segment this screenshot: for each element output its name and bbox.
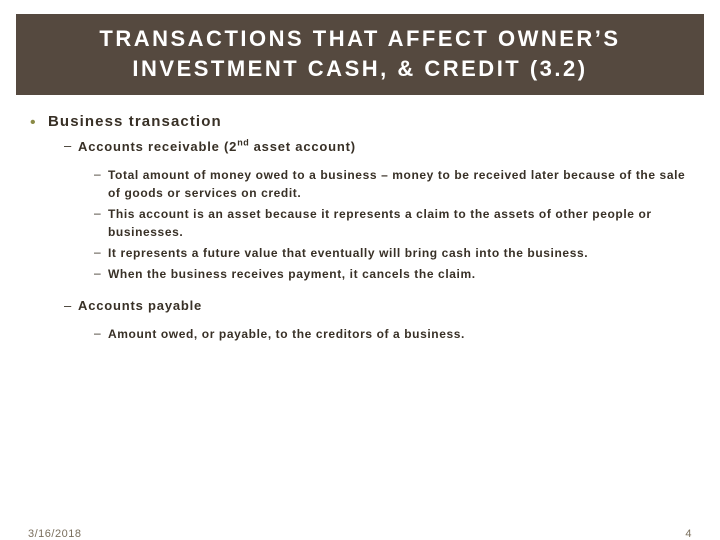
lvl3-text: Total amount of money owed to a business… (108, 168, 685, 200)
lvl2-label-accounts-receivable: Accounts receivable (2nd asset account) (78, 139, 356, 154)
lvl3-group-payable: Amount owed, or payable, to the creditor… (48, 325, 690, 343)
lvl3-text: When the business receives payment, it c… (108, 267, 476, 281)
footer-page-number: 4 (685, 528, 692, 540)
lvl3-text: It represents a future value that eventu… (108, 246, 588, 260)
lvl3-text: This account is an asset because it repr… (108, 207, 652, 239)
bullet-lvl3: Total amount of money owed to a business… (94, 166, 690, 202)
footer-date: 3/16/2018 (28, 528, 81, 540)
bullet-lvl3: This account is an asset because it repr… (94, 205, 690, 241)
bullet-lvl3: When the business receives payment, it c… (94, 265, 690, 283)
title-line-2: INVESTMENT CASH, & CREDIT (3.2) (132, 56, 587, 81)
bullet-lvl3: It represents a future value that eventu… (94, 244, 690, 262)
title-line-1: TRANSACTIONS THAT AFFECT OWNER’S (99, 26, 620, 51)
slide-footer: 3/16/2018 4 (0, 528, 720, 540)
lvl3-group-receivable: Total amount of money owed to a business… (48, 166, 690, 283)
bullet-lvl2: Accounts receivable (2nd asset account) (48, 137, 690, 155)
lvl1-label: Business transaction (48, 113, 222, 130)
bullet-lvl2: Accounts payable (48, 297, 690, 315)
lvl3-text: Amount owed, or payable, to the creditor… (108, 327, 465, 341)
bullet-lvl3: Amount owed, or payable, to the creditor… (94, 325, 690, 343)
lvl2-label-accounts-payable: Accounts payable (78, 298, 202, 313)
slide-title: TRANSACTIONS THAT AFFECT OWNER’S INVESTM… (24, 24, 696, 83)
title-bar: TRANSACTIONS THAT AFFECT OWNER’S INVESTM… (16, 14, 704, 95)
slide-body: Business transaction Accounts receivable… (0, 95, 720, 342)
bullet-lvl1: Business transaction Accounts receivable… (30, 113, 690, 342)
